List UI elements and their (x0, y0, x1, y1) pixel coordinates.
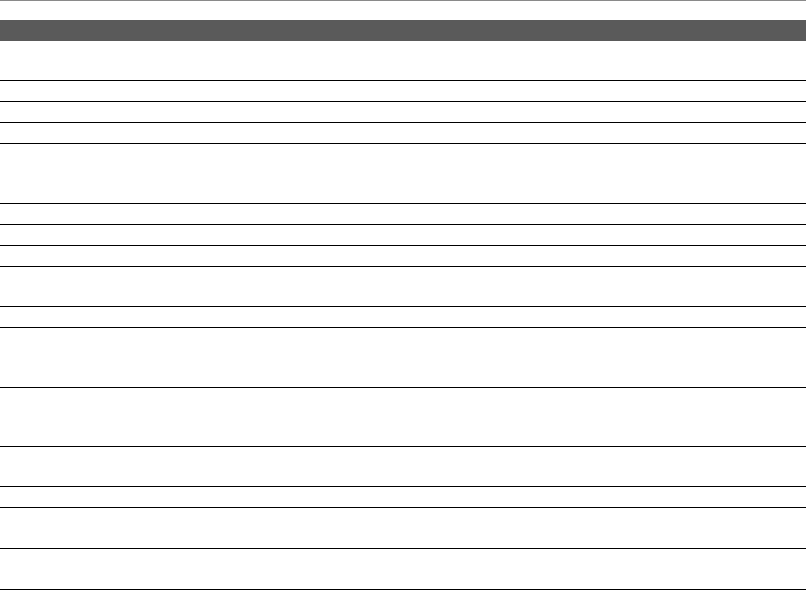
table-row (0, 225, 806, 246)
table-row (0, 204, 806, 225)
table-row (0, 549, 806, 590)
table-row (0, 388, 806, 447)
table-row (0, 144, 806, 204)
table-row (0, 41, 806, 81)
table-row (0, 267, 806, 307)
table-row (0, 81, 806, 102)
table-row (0, 487, 806, 508)
top-divider (0, 0, 806, 1)
table-row (0, 307, 806, 328)
table-header-bar (0, 20, 806, 41)
table-row (0, 102, 806, 123)
table-row (0, 508, 806, 549)
table-row (0, 246, 806, 267)
table-row (0, 447, 806, 487)
table-body (0, 41, 806, 590)
table-row (0, 328, 806, 388)
table-row (0, 123, 806, 144)
